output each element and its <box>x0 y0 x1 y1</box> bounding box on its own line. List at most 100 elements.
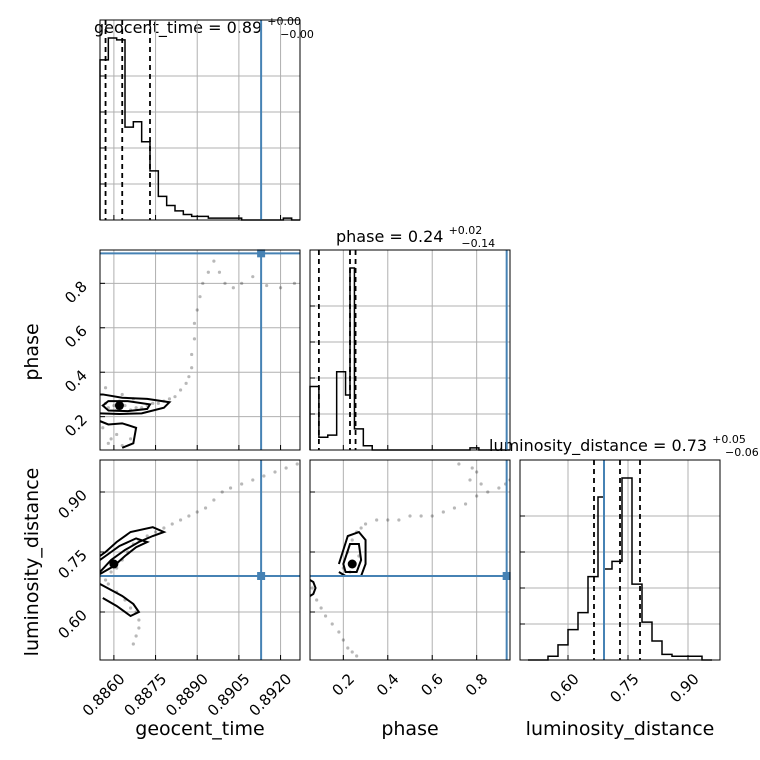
scatter-point-phase-luminosity_distance-3 <box>323 614 328 618</box>
scatter-point-phase-luminosity_distance-4 <box>330 622 334 626</box>
panel-hist-geocent_time <box>99 19 301 221</box>
scatter-point-phase-luminosity_distance-6 <box>341 638 345 642</box>
truth-marker-geocent_time-luminosity_distance <box>257 572 266 580</box>
title-geocent-time: geocent_time = 0.89 +0.00 −0.00 <box>94 10 314 41</box>
ytick-label-phase-1: 0.4 <box>61 366 91 396</box>
title-geocent-time-minus: −0.00 <box>280 28 314 41</box>
scatter-point-geocent_time-phase-31 <box>251 275 255 279</box>
scatter-point-geocent_time-phase-32 <box>265 283 269 288</box>
scatter-point-geocent_time-phase-33 <box>278 286 283 290</box>
scatter-point-geocent_time-phase-23 <box>198 295 202 299</box>
scatter-point-phase-luminosity_distance-12 <box>350 538 354 542</box>
frame-hist-phase <box>309 249 511 451</box>
truth-marker-geocent_time-phase <box>257 249 266 258</box>
scatter-point-geocent_time-phase-42 <box>120 392 124 397</box>
scatter-point-geocent_time-phase-26 <box>212 259 216 263</box>
scatter-point-geocent_time-phase-36 <box>109 437 113 441</box>
scatter-point-geocent_time-luminosity_distance-1 <box>109 570 113 574</box>
title-phase-minus: −0.14 <box>461 237 495 250</box>
scatter-point-geocent_time-phase-13 <box>167 397 172 401</box>
xtick-label-phase-3: 0.8 <box>462 670 492 700</box>
xtick-label-phase-2: 0.6 <box>417 670 447 700</box>
scatter-point-phase-luminosity_distance-7 <box>346 646 350 650</box>
histogram-phase <box>309 267 510 451</box>
scatter-point-phase-luminosity_distance-25 <box>475 494 479 498</box>
scatter-point-phase-luminosity_distance-21 <box>430 514 434 518</box>
scatter-point-geocent_time-luminosity_distance-29 <box>137 618 141 622</box>
scatter-point-geocent_time-luminosity_distance-21 <box>273 470 277 474</box>
scatter-point-geocent_time-phase-38 <box>120 443 124 448</box>
scatter-point-geocent_time-luminosity_distance-9 <box>162 526 166 530</box>
scatter-point-geocent_time-luminosity_distance-12 <box>187 514 191 518</box>
scatter-point-phase-luminosity_distance-32 <box>457 462 461 466</box>
scatter-point-geocent_time-phase-16 <box>184 381 188 385</box>
scatter-point-geocent_time-luminosity_distance-23 <box>295 462 299 466</box>
scatter-point-geocent_time-phase-34 <box>292 281 297 285</box>
scatter-point-geocent_time-phase-14 <box>173 395 177 399</box>
title-luminosity-distance-plus: +0.05 <box>712 433 746 446</box>
scatter-point-geocent_time-phase-18 <box>190 366 194 370</box>
title-geocent-time-prefix: geocent_time = 0.89 <box>94 18 262 38</box>
scatter-point-phase-luminosity_distance-2 <box>319 606 323 610</box>
scatter-point-geocent_time-phase-7 <box>134 406 138 410</box>
scatter-point-phase-luminosity_distance-5 <box>337 630 341 634</box>
scatter-point-geocent_time-luminosity_distance-20 <box>262 474 266 478</box>
xtick-label-phase-1: 0.4 <box>373 670 403 700</box>
xlabel-luminosity-distance: luminosity_distance <box>526 718 715 740</box>
title-geocent-time-plus: +0.00 <box>267 15 301 28</box>
frame-2d-geocent_time-luminosity_distance <box>99 459 301 661</box>
scatter-point-geocent_time-phase-37 <box>115 432 119 437</box>
scatter-point-geocent_time-luminosity_distance-16 <box>220 490 224 494</box>
xtick-label-luminosity_distance-2: 0.90 <box>666 670 702 706</box>
scatter-point-geocent_time-luminosity_distance-10 <box>170 522 174 526</box>
scatter-point-geocent_time-phase-24 <box>201 281 205 285</box>
frame-2d-phase-luminosity_distance <box>309 459 511 661</box>
contour-phase-luminosity_distance-2 <box>310 579 317 597</box>
panel-2d-geocent_time-luminosity_distance <box>99 459 301 661</box>
ytick-label-phase-0: 0.2 <box>61 411 91 441</box>
contour-geocent_time-luminosity_distance-1 <box>100 537 150 575</box>
panel-2d-content-geocent_time-phase <box>100 250 300 450</box>
ytick-label-luminosity_distance-0: 0.60 <box>54 606 90 642</box>
panel-2d-phase-luminosity_distance <box>309 459 511 661</box>
xtick-label-geocent_time-4: 0.8920 <box>245 670 295 720</box>
density-peak-geocent_time-luminosity_distance <box>109 559 119 569</box>
scatter-point-phase-luminosity_distance-26 <box>486 490 490 494</box>
scatter-point-phase-luminosity_distance-23 <box>452 506 457 510</box>
scatter-point-phase-luminosity_distance-27 <box>497 486 501 490</box>
scatter-point-geocent_time-phase-41 <box>103 386 108 390</box>
contour-phase-luminosity_distance-1 <box>342 543 363 573</box>
ylabel-phase: phase <box>21 323 43 380</box>
scatter-point-geocent_time-luminosity_distance-14 <box>203 506 208 510</box>
panel-2d-content-phase-luminosity_distance <box>310 460 510 660</box>
scatter-point-geocent_time-luminosity_distance-22 <box>284 466 288 470</box>
frame-2d-geocent_time-phase <box>99 249 301 451</box>
scatter-point-geocent_time-phase-25 <box>206 270 210 274</box>
scatter-point-geocent_time-luminosity_distance-27 <box>128 606 133 610</box>
scatter-point-phase-luminosity_distance-30 <box>475 470 479 474</box>
scatter-point-geocent_time-luminosity_distance-18 <box>240 482 244 486</box>
contour-geocent_time-phase-0 <box>100 393 172 416</box>
contour-geocent_time-luminosity_distance-2 <box>100 583 141 618</box>
scatter-point-geocent_time-phase-2 <box>112 403 116 408</box>
ytick-label-phase-3: 0.8 <box>61 277 91 307</box>
scatter-point-geocent_time-phase-27 <box>217 270 222 274</box>
title-phase-prefix: phase = 0.24 <box>336 227 443 246</box>
xtick-label-geocent_time-2: 0.8890 <box>162 670 212 720</box>
histogram-luminosity_distance <box>528 477 712 661</box>
scatter-point-geocent_time-luminosity_distance-19 <box>251 478 255 482</box>
xtick-label-luminosity_distance-0: 0.60 <box>546 670 582 706</box>
scatter-point-geocent_time-phase-10 <box>151 401 155 405</box>
contour-geocent_time-phase-2 <box>100 420 138 449</box>
title-luminosity-distance-minus: −0.06 <box>725 446 759 459</box>
scatter-point-phase-luminosity_distance-20 <box>419 514 423 518</box>
title-luminosity-distance-prefix: luminosity_distance = 0.73 <box>489 436 707 456</box>
scatter-point-geocent_time-luminosity_distance-0 <box>103 578 108 582</box>
scatter-point-phase-luminosity_distance-9 <box>355 654 359 658</box>
xtick-label-geocent_time-1: 0.8875 <box>120 670 170 720</box>
scatter-point-geocent_time-phase-28 <box>223 281 227 285</box>
scatter-point-phase-luminosity_distance-22 <box>441 510 445 514</box>
xtick-label-geocent_time-0: 0.8860 <box>79 670 129 720</box>
scatter-point-geocent_time-luminosity_distance-30 <box>137 626 141 630</box>
